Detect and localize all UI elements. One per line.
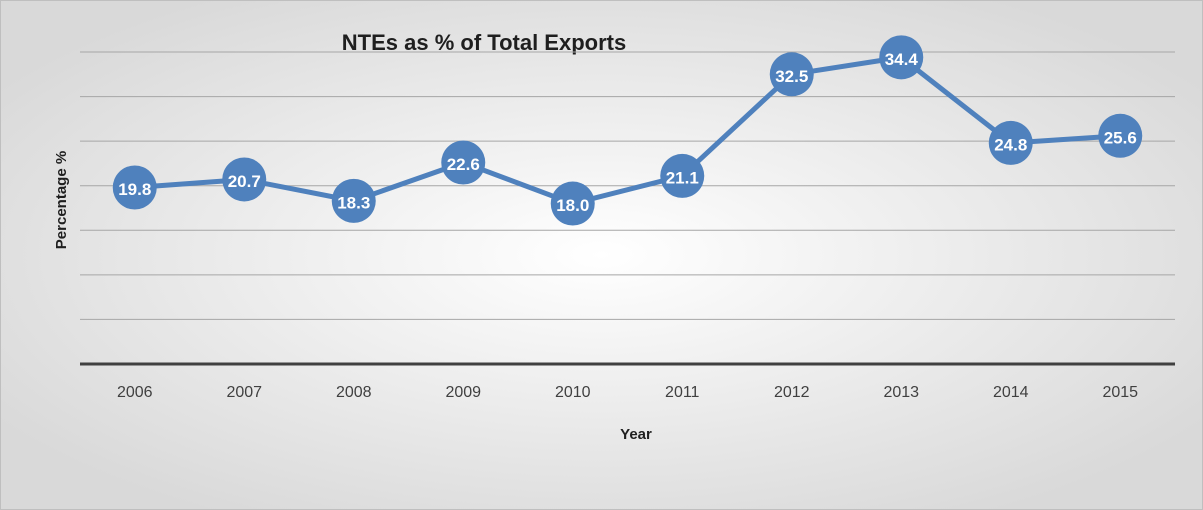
data-label: 21.1 [666,168,699,187]
data-point [222,157,267,202]
data-label: 18.3 [337,193,370,212]
data-point [331,178,376,223]
data-line [134,54,1121,207]
data-label: 18.0 [556,196,589,215]
data-label: 20.7 [228,172,261,191]
x-tick-label: 2006 [117,384,153,401]
data-point [1098,113,1143,158]
data-point [660,153,705,198]
x-tick-label: 2015 [1102,384,1138,401]
data-point [769,52,814,97]
data-point [879,35,924,80]
x-axis-label: Year [620,426,652,443]
x-tick-label: 2011 [665,384,700,401]
x-tick-label: 2007 [226,384,262,401]
data-point [550,181,595,226]
x-tick-label: 2010 [555,384,591,401]
data-label: 34.4 [885,50,919,69]
data-label: 25.6 [1104,128,1137,147]
y-axis-label: Percentage % [53,151,70,249]
data-label: 22.6 [447,155,480,174]
x-tick-label: 2014 [993,384,1029,401]
data-point [988,120,1033,165]
x-tick-label: 2008 [336,384,372,401]
data-point [112,165,157,210]
data-label: 19.8 [118,180,151,199]
chart-title: NTEs as % of Total Exports [342,30,626,55]
data-label: 32.5 [775,67,808,86]
data-point [441,140,486,185]
data-label: 24.8 [994,135,1027,154]
x-tick-label: 2012 [774,384,810,401]
x-tick-label: 2013 [883,384,919,401]
x-tick-label: 2009 [445,384,481,401]
